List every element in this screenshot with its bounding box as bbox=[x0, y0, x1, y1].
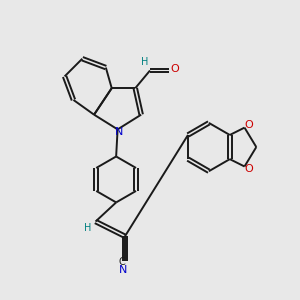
Text: C: C bbox=[118, 257, 125, 267]
Text: H: H bbox=[84, 223, 91, 233]
Text: O: O bbox=[244, 120, 253, 130]
Text: H: H bbox=[141, 57, 148, 67]
Text: O: O bbox=[244, 164, 253, 174]
Text: N: N bbox=[119, 265, 128, 275]
Text: N: N bbox=[115, 127, 123, 137]
Text: O: O bbox=[171, 64, 179, 74]
